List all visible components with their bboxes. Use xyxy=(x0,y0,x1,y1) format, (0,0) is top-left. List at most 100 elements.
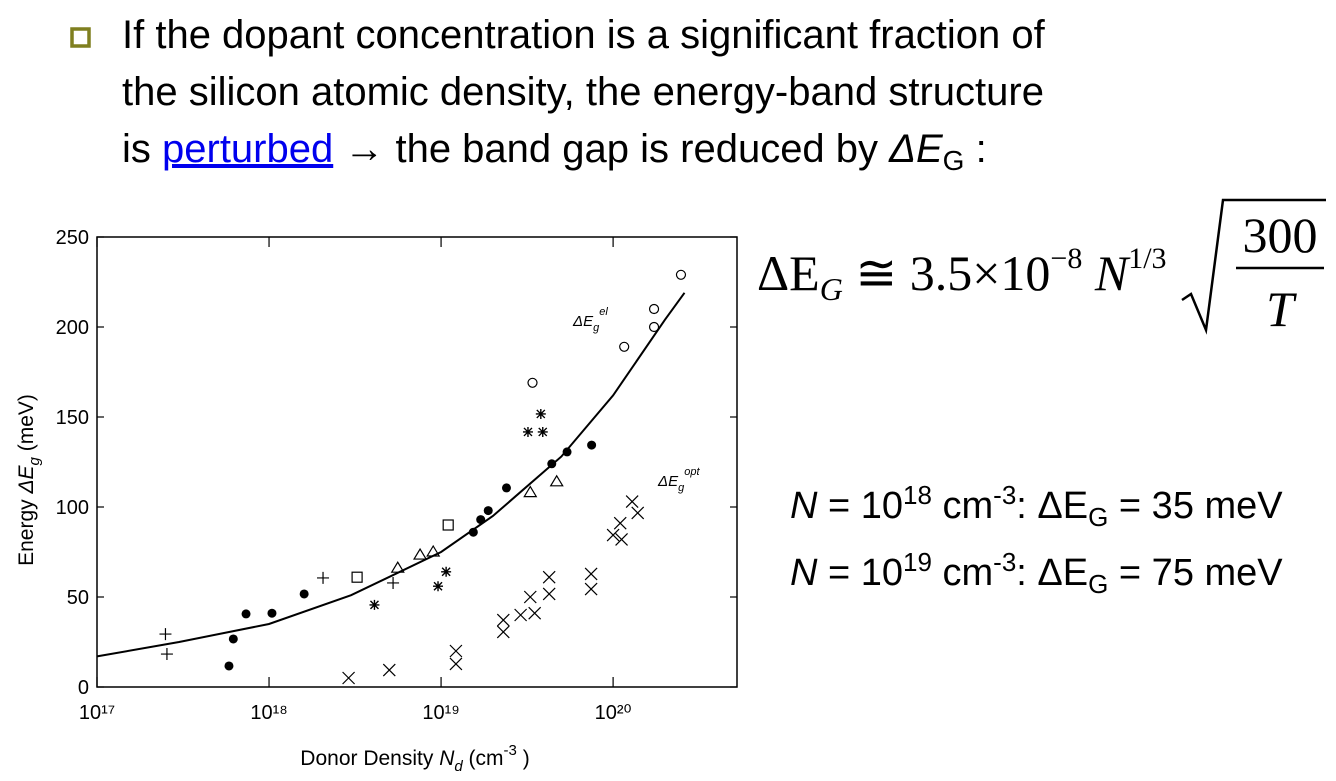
data-point xyxy=(449,657,463,671)
text: = 10 xyxy=(817,485,903,527)
subscript: G xyxy=(1088,502,1108,532)
y-tick-label: 200 xyxy=(56,317,89,339)
superscript: -3 xyxy=(993,480,1016,510)
annotation: ΔEg el xyxy=(572,306,608,334)
data-point xyxy=(514,608,528,622)
data-point xyxy=(648,321,660,333)
text: Energy xyxy=(15,494,38,566)
plot-frame xyxy=(96,236,738,688)
y-tick-label: 250 xyxy=(56,227,89,249)
text: N xyxy=(790,485,818,527)
subscript: G xyxy=(820,271,843,307)
data-point xyxy=(299,589,309,599)
data-point xyxy=(535,408,546,419)
data-point xyxy=(426,544,441,557)
y-tick-label: 150 xyxy=(56,407,89,429)
equation: ΔEG ≅ 3.5×10−8 N1/3 xyxy=(757,242,1167,307)
result-line: N = 1018 cm-3: ΔEG = 35 meV xyxy=(790,480,1283,532)
text: ≅ 3.5×10 xyxy=(843,245,1051,301)
data-point xyxy=(317,571,330,584)
text: (meV) xyxy=(15,394,38,457)
data-point xyxy=(351,571,363,583)
data-point xyxy=(496,625,510,639)
x-tick-label: 10²⁰ xyxy=(595,702,632,724)
annotation: ΔEg opt xyxy=(657,466,700,494)
data-point xyxy=(390,561,405,573)
data-point xyxy=(631,506,645,520)
text: (cm xyxy=(463,747,504,770)
superscript: −8 xyxy=(1050,242,1082,275)
data-point xyxy=(587,440,597,450)
data-point xyxy=(160,648,173,661)
chart: 0 50 100 150 200 250 10¹⁷ 10¹⁸ 10¹⁹ 10²⁰ Donor Den… xyxy=(15,227,738,775)
text: ΔE xyxy=(572,313,594,330)
data-point xyxy=(675,269,687,280)
x-tick-label: 10¹⁸ xyxy=(250,702,287,724)
y-tick-label: 0 xyxy=(78,677,89,699)
text: = 35 meV xyxy=(1108,485,1283,527)
text: ΔE xyxy=(15,464,38,494)
subscript: g xyxy=(26,456,43,465)
data-point xyxy=(523,590,537,604)
data-point xyxy=(382,663,396,677)
subscript: G xyxy=(1088,569,1108,599)
subscript: G xyxy=(943,145,965,176)
text: cm xyxy=(932,552,993,594)
data-point xyxy=(441,566,452,577)
data-point xyxy=(342,671,356,685)
text: ΔE xyxy=(657,473,679,490)
text: is xyxy=(122,127,162,171)
data-point xyxy=(527,377,538,388)
data-point xyxy=(228,634,238,644)
link[interactable]: perturbed xyxy=(162,127,333,171)
data-point xyxy=(537,426,548,437)
text: ) xyxy=(517,747,530,770)
data-point xyxy=(483,506,493,516)
bullet-marker xyxy=(70,27,91,48)
data-point xyxy=(224,661,234,671)
text: : ΔE xyxy=(1016,552,1088,594)
data-point xyxy=(528,606,542,620)
data-point xyxy=(615,532,628,546)
data-point xyxy=(606,528,620,542)
data-point xyxy=(442,519,454,531)
subscript: g xyxy=(678,482,685,494)
data-point xyxy=(267,608,277,618)
data-point xyxy=(159,628,172,641)
superscript: 19 xyxy=(903,547,932,577)
bullet-line: If the dopant concentration is a signifi… xyxy=(122,13,1046,57)
data-point xyxy=(613,516,627,530)
text: Donor Density xyxy=(300,747,439,770)
data-point xyxy=(542,570,556,584)
x-axis-label: Donor Density Nd (cm-3 ) xyxy=(300,742,529,775)
superscript: 18 xyxy=(903,480,932,510)
data-point xyxy=(562,447,572,457)
data-point xyxy=(625,495,639,509)
text: = 10 xyxy=(817,552,903,594)
symbol: ΔE xyxy=(757,245,820,301)
data-point xyxy=(584,582,598,596)
text: : xyxy=(964,127,986,171)
superscript: -3 xyxy=(993,547,1016,577)
bullet-line: the silicon atomic density, the energy-b… xyxy=(122,70,1044,114)
data-point xyxy=(413,547,428,560)
text: N xyxy=(790,552,818,594)
data-point xyxy=(476,515,486,525)
data-point xyxy=(369,599,380,610)
bullet-line: is perturbed → the band gap is reduced b… xyxy=(122,127,987,176)
text: cm xyxy=(932,485,993,527)
sqrt-sign xyxy=(1181,198,1326,335)
data-point xyxy=(387,576,400,589)
data-point xyxy=(542,587,556,601)
symbol: ΔE xyxy=(888,127,944,171)
data-point xyxy=(619,341,630,352)
subscript: d xyxy=(454,758,463,775)
data-point xyxy=(584,567,598,581)
x-tick-label: 10¹⁷ xyxy=(79,702,115,724)
y-tick-label: 50 xyxy=(67,587,89,609)
data-point xyxy=(648,303,660,315)
data-point xyxy=(241,609,251,619)
superscript: -3 xyxy=(504,742,517,759)
subscript: g xyxy=(593,322,600,334)
